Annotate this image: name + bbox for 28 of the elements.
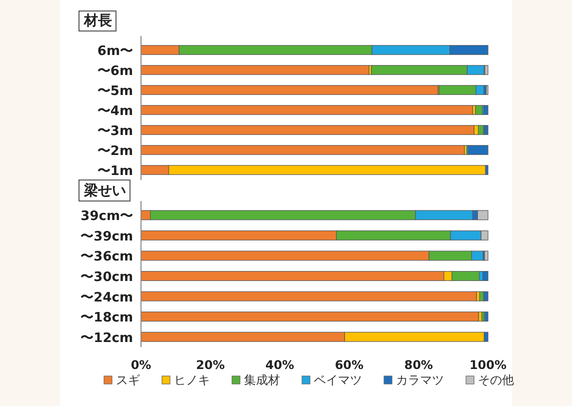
y-tick-label: 〜30cm xyxy=(80,270,133,285)
legend-label: ベイマツ xyxy=(314,373,362,387)
x-tick-label: 100% xyxy=(469,358,507,372)
x-tick-label: 80% xyxy=(404,358,433,372)
y-tick-label: 〜5m xyxy=(97,84,133,99)
x-tick-label: 20% xyxy=(196,358,225,372)
y-tick-label: 〜4m xyxy=(97,104,133,119)
y-tick-label: 〜24cm xyxy=(80,290,133,306)
legend-label: 集成材 xyxy=(244,373,280,387)
y-tick-label: 〜2m xyxy=(97,144,133,159)
y-tick-label: 〜3m xyxy=(97,124,133,139)
y-tick-label: 〜6m xyxy=(97,64,133,79)
y-tick-label: 〜1m xyxy=(97,164,133,179)
legend-label: カラマツ xyxy=(396,373,444,387)
x-tick-label: 40% xyxy=(265,358,294,372)
x-tick-label: 0% xyxy=(130,358,152,372)
y-tick-label: 〜12cm xyxy=(80,330,133,346)
chart-title: 梁せい xyxy=(83,182,126,199)
y-tick-label: 6m〜 xyxy=(97,44,133,59)
legend-label: スギ xyxy=(116,373,140,387)
y-tick-label: 39cm〜 xyxy=(80,209,133,224)
chart-title: 材長 xyxy=(83,13,112,29)
y-tick-label: 〜18cm xyxy=(80,310,133,326)
x-tick-label: 60% xyxy=(334,358,364,372)
y-tick-label: 〜39cm xyxy=(80,229,133,244)
legend-label: その他 xyxy=(478,373,514,387)
y-tick-label: 〜36cm xyxy=(80,250,133,265)
legend-label: ヒノキ xyxy=(174,373,210,387)
